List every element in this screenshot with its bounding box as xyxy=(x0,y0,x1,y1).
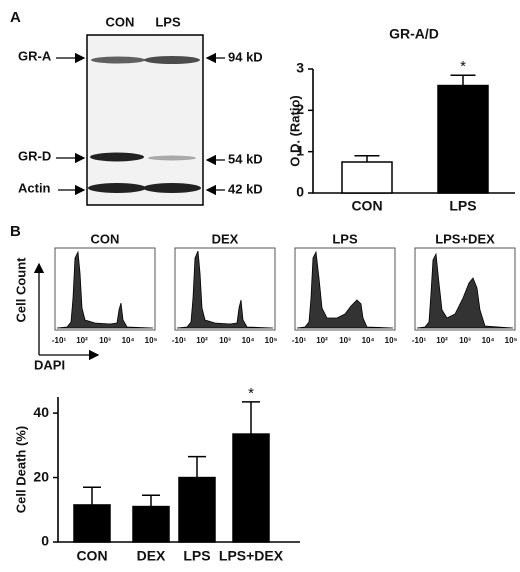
x-tick-label: 10² xyxy=(196,336,208,345)
y-tick-label: 1 xyxy=(296,142,304,158)
x-tick-label: 10⁵ xyxy=(265,336,278,345)
histogram xyxy=(296,250,394,329)
bar xyxy=(232,433,270,543)
panel-label: A xyxy=(10,9,21,26)
x-tick-label: -10¹ xyxy=(412,336,427,345)
x-tick-label: -10¹ xyxy=(52,336,67,345)
x-tick-label: 10³ xyxy=(459,336,471,345)
x-tick-label: 10⁴ xyxy=(122,336,135,345)
x-tick-label: LPS+DEX xyxy=(219,548,284,564)
x-tick-label: CON xyxy=(76,548,107,564)
lane-label: CON xyxy=(106,14,135,29)
flow-title: CON xyxy=(91,231,120,246)
flow-panels: CON -10¹ 10² 10³ 10⁴ 10⁵ DEX -10¹ 10² 10³ 10⁴ 10⁵ LP… xyxy=(52,231,518,345)
band-label: GR-A xyxy=(18,48,52,63)
x-tick-label: 10⁴ xyxy=(242,336,255,345)
y-tick-label: 40 xyxy=(33,404,49,420)
annotation: * xyxy=(248,385,254,402)
x-tick-label: 10² xyxy=(436,336,448,345)
histogram xyxy=(176,250,274,329)
marker-label: 54 kD xyxy=(228,151,263,166)
x-axis-label: DAPI xyxy=(34,357,65,372)
bar xyxy=(341,161,393,194)
x-tick-label: CON xyxy=(351,198,382,214)
marker-label: 42 kD xyxy=(228,181,263,196)
flow-frame xyxy=(174,247,276,331)
band-label: GR-D xyxy=(18,148,51,163)
x-tick-label: 10⁵ xyxy=(385,336,398,345)
x-tick-label: 10² xyxy=(76,336,88,345)
y-axis-label: Cell Death (%) xyxy=(13,426,28,513)
y-tick-label: 20 xyxy=(33,468,49,484)
band-label: Actin xyxy=(18,180,51,195)
chart-title: GR-A/D xyxy=(389,26,439,42)
axis-arrows xyxy=(33,262,100,361)
flow-frame xyxy=(54,247,156,331)
bar xyxy=(132,505,170,543)
histogram xyxy=(56,250,154,329)
y-axis-label: Cell Count xyxy=(13,257,28,323)
x-tick-label: 10³ xyxy=(339,336,351,345)
annotation: * xyxy=(460,58,466,75)
x-tick-label: LPS xyxy=(449,198,476,214)
x-tick-label: 10² xyxy=(316,336,328,345)
flow-title: LPS+DEX xyxy=(435,231,495,246)
x-tick-label: 10⁵ xyxy=(145,336,158,345)
panel-label: B xyxy=(10,223,21,240)
bar xyxy=(73,504,111,543)
bar xyxy=(178,476,216,543)
x-tick-label: 10³ xyxy=(99,336,111,345)
y-tick-label: 2 xyxy=(296,101,304,117)
lane-label: LPS xyxy=(155,14,181,29)
y-axis-label: O.D. (Ratio) xyxy=(287,95,302,167)
histogram xyxy=(416,252,514,329)
x-tick-label: 10³ xyxy=(219,336,231,345)
y-tick-label: 3 xyxy=(296,60,304,76)
arrows xyxy=(56,52,225,196)
x-tick-label: LPS xyxy=(183,548,210,564)
x-tick-label: 10⁴ xyxy=(362,336,375,345)
blot-bands xyxy=(88,56,201,193)
flow-frame xyxy=(294,247,396,331)
x-tick-label: 10⁵ xyxy=(505,336,518,345)
marker-label: 94 kD xyxy=(228,49,263,64)
flow-title: DEX xyxy=(212,231,239,246)
x-tick-label: DEX xyxy=(137,548,166,564)
x-tick-label: 10⁴ xyxy=(482,336,495,345)
y-tick-label: 0 xyxy=(41,533,49,549)
y-tick-label: 0 xyxy=(296,184,304,200)
x-tick-label: -10¹ xyxy=(172,336,187,345)
x-tick-label: -10¹ xyxy=(292,336,307,345)
bar xyxy=(437,84,489,194)
flow-frame xyxy=(414,247,516,331)
flow-title: LPS xyxy=(332,231,358,246)
